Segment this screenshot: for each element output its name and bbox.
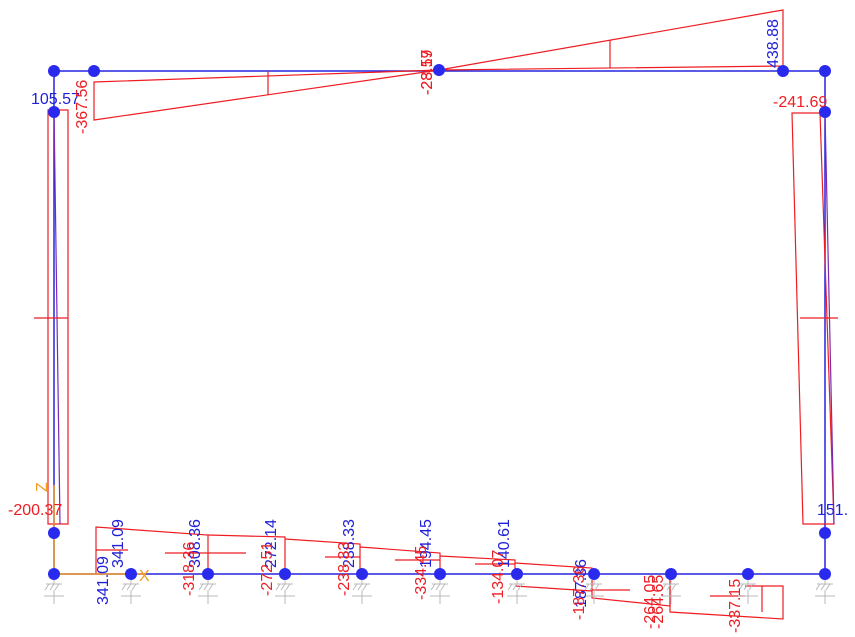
moment-diagram	[34, 9, 838, 620]
label-top-beam-mid-b: -28.17	[419, 50, 436, 95]
label-base-3-blue: 272.14	[263, 519, 280, 568]
support-10	[738, 574, 758, 604]
node[interactable]	[48, 65, 60, 77]
label-base-7-red: -187.36	[571, 566, 588, 620]
label-right-column-bottom: 151.	[817, 502, 848, 519]
base-seg-8	[669, 574, 784, 620]
x-axis-label: X	[139, 568, 150, 585]
supports	[44, 574, 835, 604]
left-column-diagonal	[53, 109, 61, 525]
node[interactable]	[48, 568, 60, 580]
label-left-column-top-blue: 105.57	[31, 91, 80, 108]
node[interactable]	[48, 527, 60, 539]
base-seg-6-lower	[514, 585, 593, 592]
label-base-8-red: -264.65	[650, 575, 667, 629]
node[interactable]	[588, 568, 600, 580]
node[interactable]	[434, 568, 446, 580]
node[interactable]	[48, 106, 60, 118]
base-seg-4	[359, 546, 441, 574]
label-base-4-red: -238.33	[336, 542, 353, 596]
label-base-1-blue: 341.09	[110, 519, 127, 568]
support-3	[198, 574, 218, 604]
label-base-6-blue: 140.61	[496, 519, 513, 568]
label-base-5-blue: 194.45	[418, 519, 435, 568]
node[interactable]	[88, 65, 100, 77]
label-base-1-blue-b: 341.09	[95, 556, 112, 605]
base-seg-3	[284, 538, 361, 574]
label-base-9-red: -337.15	[727, 579, 744, 633]
label-left-column-bottom: -200.37	[8, 502, 62, 519]
label-base-4-blue: 238.33	[341, 519, 358, 568]
label-base-5-red: -334.45	[413, 546, 430, 600]
label-top-beam-right: 438.88	[765, 19, 782, 68]
value-labels: 438.88 -23.59 -28.17 105.57 -367.56 -241…	[8, 19, 848, 633]
label-base-6-red: -134.07	[490, 550, 507, 604]
node[interactable]	[819, 106, 831, 118]
node[interactable]	[356, 568, 368, 580]
label-base-8-red-b: -264.05	[642, 575, 659, 629]
nodes	[48, 64, 831, 580]
label-top-beam-mid-a: -23.59	[419, 50, 436, 95]
node[interactable]	[202, 568, 214, 580]
label-base-3-red: -272.51	[259, 542, 276, 596]
node[interactable]	[665, 568, 677, 580]
node[interactable]	[819, 527, 831, 539]
node[interactable]	[777, 65, 789, 77]
support-1	[44, 574, 64, 604]
base-seg-2	[207, 534, 286, 574]
node[interactable]	[742, 568, 754, 580]
node[interactable]	[433, 64, 445, 76]
node[interactable]	[819, 65, 831, 77]
left-column-diagram	[47, 109, 69, 525]
frame-members	[53, 70, 826, 575]
node[interactable]	[511, 568, 523, 580]
label-right-column-top: -241.69	[773, 94, 827, 111]
support-2	[121, 574, 141, 604]
node[interactable]	[125, 568, 137, 580]
label-base-7-blue: 187.36	[573, 559, 590, 608]
label-base-2-red: -318.36	[181, 542, 198, 596]
label-left-column-top-red: -367.56	[74, 80, 91, 134]
node[interactable]	[819, 568, 831, 580]
node[interactable]	[279, 568, 291, 580]
label-base-2-blue: 308.36	[187, 519, 204, 568]
z-axis-label: Z	[34, 482, 51, 492]
